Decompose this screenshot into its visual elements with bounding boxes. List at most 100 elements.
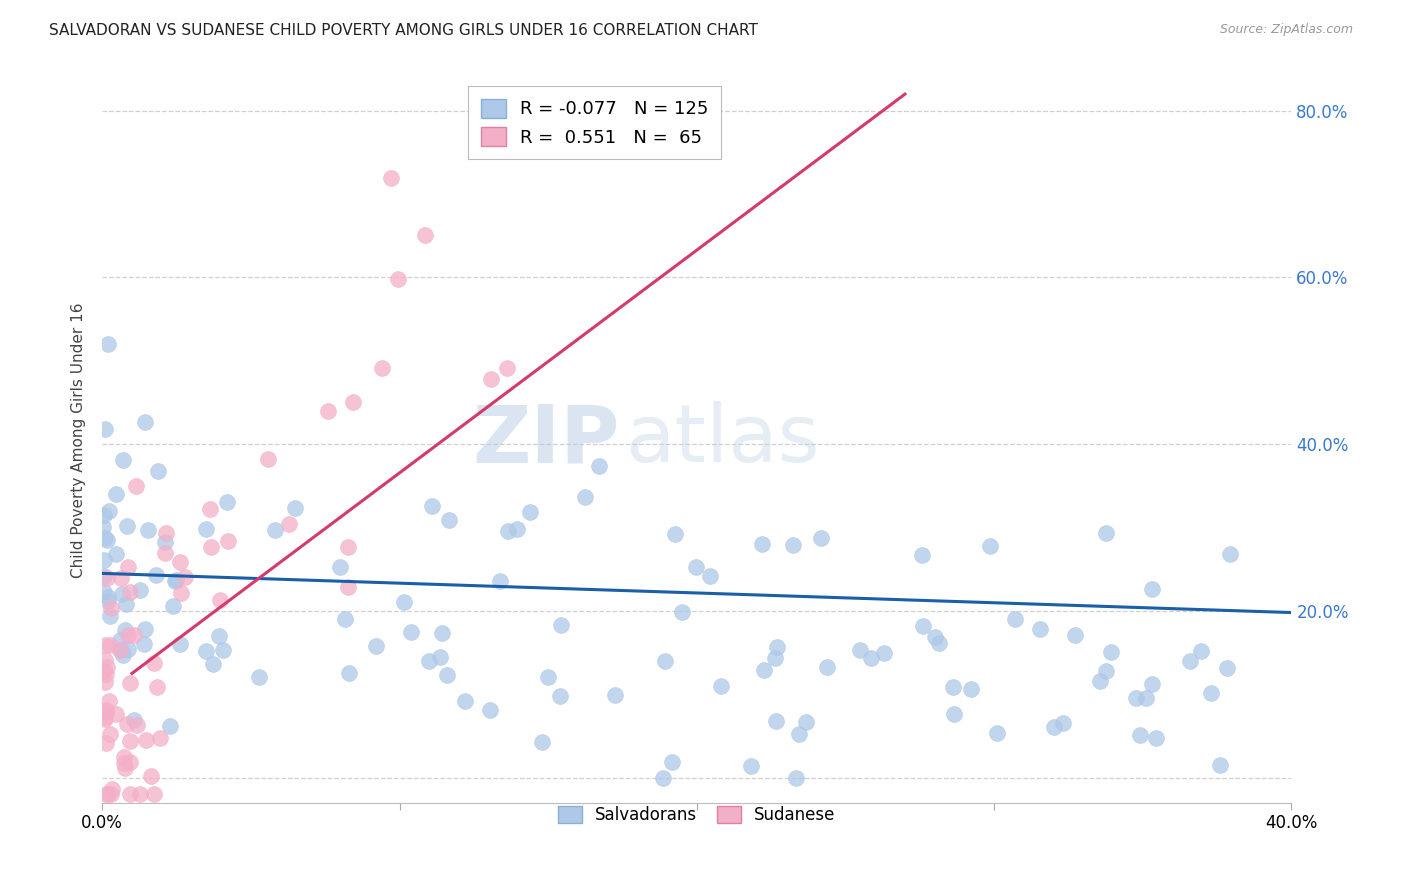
Point <box>129 787 152 801</box>
Point <box>1180 653 1202 667</box>
Point <box>91 520 114 534</box>
Point <box>794 715 817 730</box>
Point <box>159 719 181 733</box>
Point <box>496 360 519 375</box>
Point <box>1042 720 1064 734</box>
Point <box>436 668 458 682</box>
Text: SALVADORAN VS SUDANESE CHILD POVERTY AMONG GIRLS UNDER 16 CORRELATION CHART: SALVADORAN VS SUDANESE CHILD POVERTY AMO… <box>49 23 758 38</box>
Point <box>194 523 217 537</box>
Point <box>1090 673 1112 688</box>
Point <box>93 713 115 727</box>
Point <box>1029 622 1052 636</box>
Point <box>97 787 120 801</box>
Point <box>1215 661 1237 675</box>
Point <box>112 648 135 663</box>
Point <box>329 560 352 574</box>
Point <box>98 608 121 623</box>
Point <box>169 555 191 569</box>
Point <box>124 628 146 642</box>
Point <box>454 693 477 707</box>
Point <box>112 750 135 764</box>
Point <box>97 503 120 517</box>
Point <box>142 787 165 801</box>
Point <box>429 650 451 665</box>
Point <box>364 639 387 653</box>
Point <box>117 717 139 731</box>
Point <box>413 228 436 243</box>
Point <box>98 727 121 741</box>
Point <box>740 759 762 773</box>
Point <box>94 710 117 724</box>
Point <box>117 627 139 641</box>
Point <box>342 395 364 409</box>
Point <box>765 640 787 655</box>
Text: ZIP: ZIP <box>472 401 620 479</box>
Point <box>1064 627 1087 641</box>
Point <box>506 522 529 536</box>
Point <box>96 571 118 585</box>
Point <box>752 664 775 678</box>
Point <box>387 272 409 286</box>
Point <box>488 574 510 589</box>
Point <box>1189 644 1212 658</box>
Point <box>928 636 950 650</box>
Point <box>96 659 118 673</box>
Point <box>104 547 127 561</box>
Point <box>117 560 139 574</box>
Point <box>93 638 115 652</box>
Text: Source: ZipAtlas.com: Source: ZipAtlas.com <box>1219 23 1353 37</box>
Point <box>93 422 115 436</box>
Point <box>437 513 460 527</box>
Point <box>959 682 981 697</box>
Point <box>120 787 142 801</box>
Point <box>1199 686 1222 700</box>
Point <box>605 689 627 703</box>
Point <box>661 756 683 770</box>
Point <box>96 787 118 801</box>
Point <box>105 487 128 501</box>
Point <box>548 689 571 703</box>
Point <box>217 533 239 548</box>
Point <box>1004 612 1026 626</box>
Point <box>1140 582 1163 596</box>
Point <box>911 619 934 633</box>
Point <box>93 664 115 678</box>
Point <box>202 657 225 671</box>
Point <box>120 734 142 748</box>
Point <box>380 170 402 185</box>
Point <box>94 706 117 720</box>
Point <box>1095 664 1118 678</box>
Point <box>550 618 572 632</box>
Point <box>860 651 883 665</box>
Point <box>751 537 773 551</box>
Point <box>155 525 177 540</box>
Point <box>1144 731 1167 745</box>
Point <box>93 508 115 522</box>
Point <box>93 585 115 599</box>
Point <box>654 654 676 668</box>
Point <box>418 654 440 668</box>
Point <box>162 599 184 613</box>
Point <box>277 517 299 532</box>
Point <box>100 600 122 615</box>
Point <box>153 535 176 549</box>
Point <box>335 612 357 626</box>
Point <box>110 587 132 601</box>
Point <box>148 464 170 478</box>
Point <box>129 583 152 598</box>
Point <box>112 452 135 467</box>
Point <box>588 458 610 473</box>
Point <box>200 540 222 554</box>
Point <box>93 552 115 566</box>
Point <box>1129 727 1152 741</box>
Point <box>257 451 280 466</box>
Point <box>496 524 519 538</box>
Point <box>284 501 307 516</box>
Point <box>519 505 541 519</box>
Point <box>924 630 946 644</box>
Point <box>120 755 142 769</box>
Point <box>208 629 231 643</box>
Point <box>94 531 117 545</box>
Point <box>1052 716 1074 731</box>
Point <box>574 490 596 504</box>
